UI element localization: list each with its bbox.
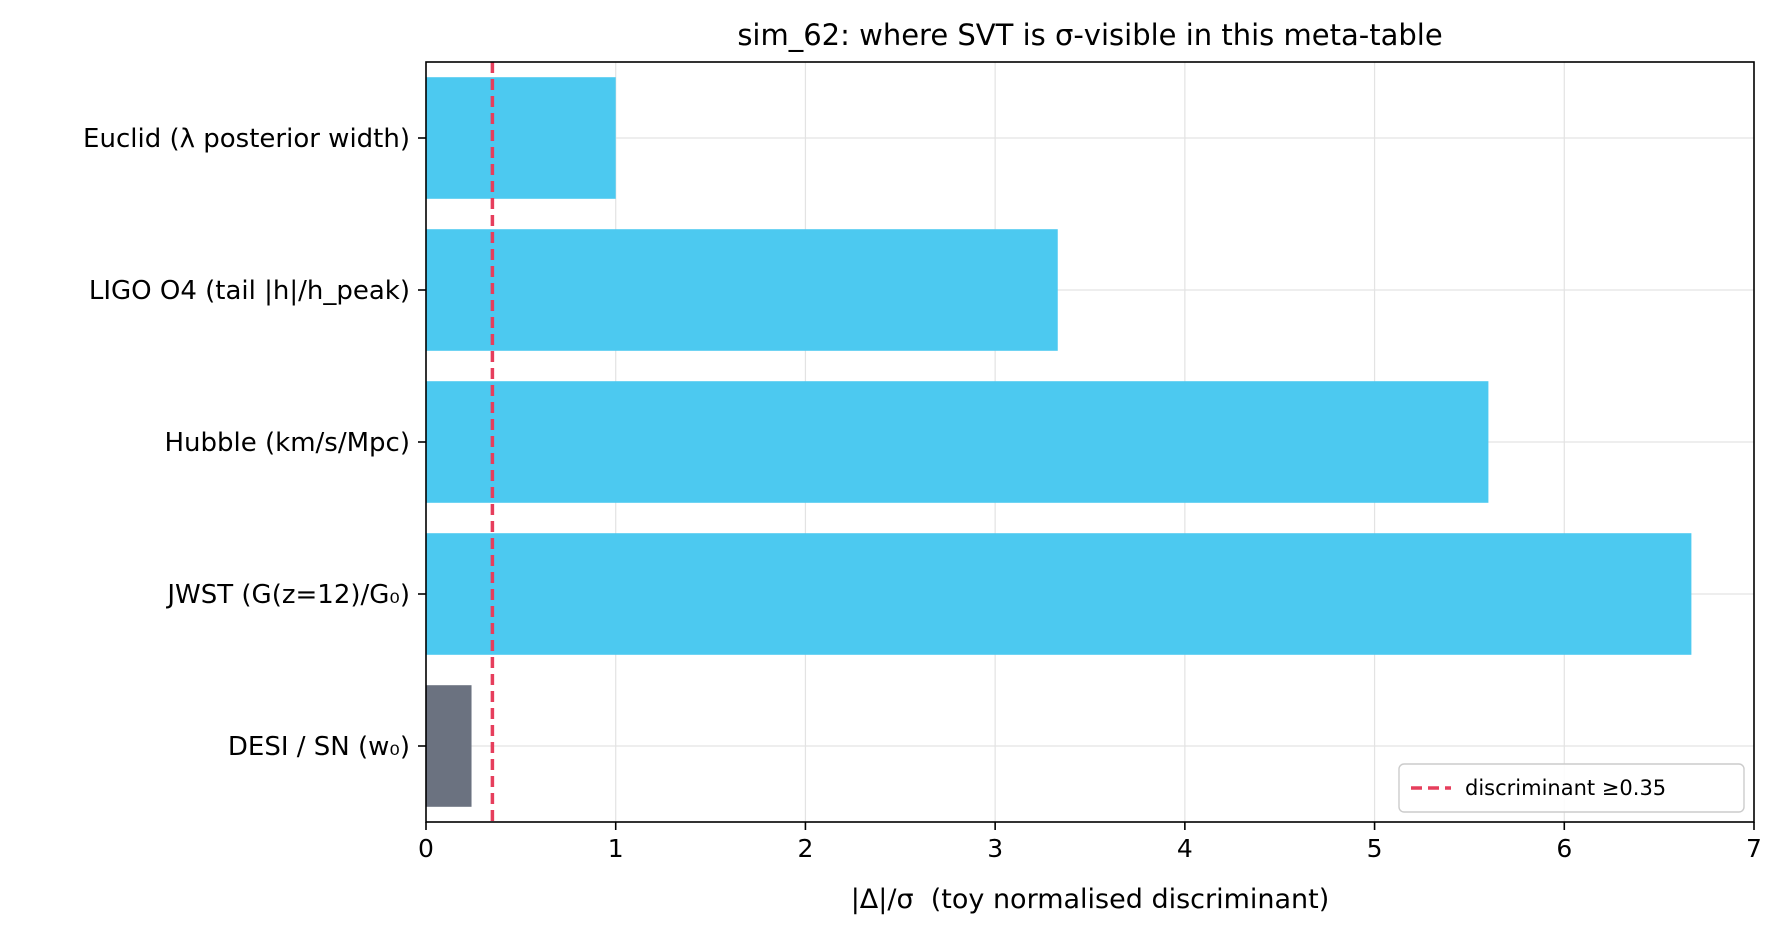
bar: [426, 685, 472, 807]
x-tick-label: 2: [797, 834, 813, 863]
y-tick-label: Euclid (λ posterior width): [83, 124, 410, 154]
legend-threshold-label: discriminant ≥0.35: [1465, 776, 1666, 800]
x-tick-label: 1: [608, 834, 624, 863]
x-tick-label: 3: [987, 834, 1003, 863]
x-axis: 0 1 2 3 4 5 6 7: [418, 822, 1762, 863]
x-tick-label: 6: [1556, 834, 1572, 863]
chart-title: sim_62: where SVT is σ-visible in this m…: [737, 18, 1442, 52]
bar: [426, 381, 1489, 503]
x-tick-label: 5: [1367, 834, 1383, 863]
y-tick-label: DESI / SN (w₀): [228, 732, 410, 762]
x-axis-label: |Δ|/σ (toy normalised discriminant): [851, 884, 1330, 915]
bar: [426, 533, 1692, 655]
y-axis: Euclid (λ posterior width) LIGO O4 (tail …: [83, 124, 426, 762]
x-tick-label: 0: [418, 834, 434, 863]
x-tick-label: 4: [1177, 834, 1193, 863]
y-tick-label: Hubble (km/s/Mpc): [165, 428, 411, 458]
legend: discriminant ≥0.35: [1398, 763, 1745, 813]
legend-box: [1398, 763, 1745, 813]
y-tick-label: LIGO O4 (tail |h|/h_peak): [89, 276, 410, 306]
y-tick-label: JWST (G(z=12)/G₀): [165, 580, 410, 610]
x-tick-label: 7: [1746, 834, 1762, 863]
bar: [426, 77, 616, 199]
bars: [426, 77, 1692, 807]
bar: [426, 229, 1058, 351]
